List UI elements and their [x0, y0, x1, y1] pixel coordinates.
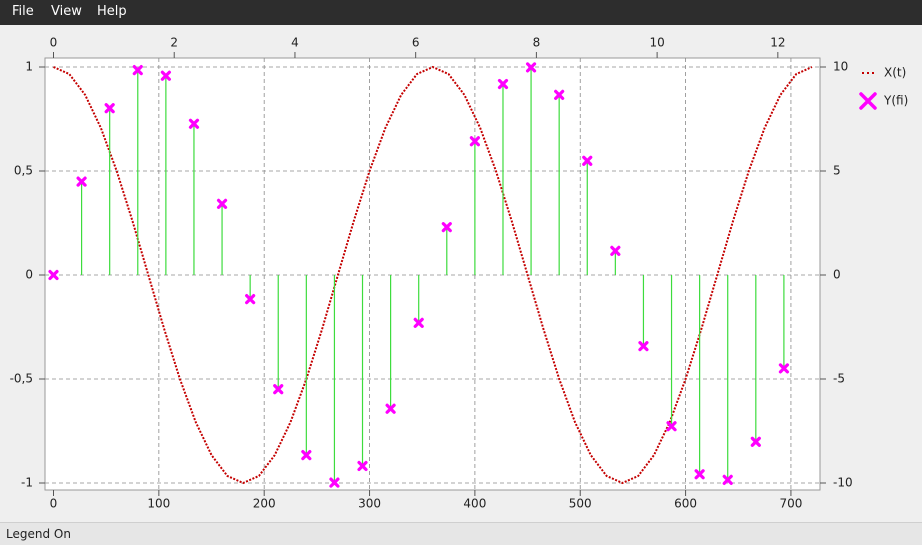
marker: [497, 78, 509, 90]
marker: [778, 363, 790, 374]
marker: [694, 469, 705, 480]
marker-cross: [554, 89, 565, 100]
status-bar: Legend On: [0, 522, 922, 545]
marker: [357, 460, 368, 472]
marker: [554, 89, 565, 100]
marker: [301, 450, 312, 461]
marker: [638, 341, 649, 352]
curve: [53, 65, 813, 485]
marker-cross: [582, 155, 593, 166]
marker-cross: [48, 269, 59, 281]
legend-label: X(t): [884, 66, 906, 80]
marker-cross: [132, 65, 143, 76]
y2-tick-label: 0: [833, 268, 841, 282]
x-tick-label: 700: [779, 497, 802, 511]
legend-marker: [859, 92, 877, 110]
marker-cross: [525, 62, 537, 73]
marker: [273, 384, 284, 395]
y2-tick-label: 5: [833, 164, 841, 178]
marker: [610, 245, 621, 256]
x2-tick-label: 12: [770, 36, 785, 50]
marker: [582, 155, 593, 166]
x-tick-label: 300: [358, 497, 381, 511]
marker: [160, 70, 171, 81]
marker: [76, 176, 87, 187]
x2-tick-label: 8: [533, 36, 541, 50]
marker-cross: [413, 317, 424, 328]
status-text: Legend On: [6, 527, 71, 541]
plot-canvas: [44, 57, 821, 491]
marker-cross: [441, 222, 452, 233]
y-tick-label: -0,5: [10, 372, 33, 386]
marker: [188, 118, 200, 129]
marker-cross: [160, 70, 171, 81]
x2-tick-label: 4: [291, 36, 299, 50]
marker-cross: [497, 78, 509, 90]
marker: [245, 294, 256, 305]
marker: [216, 198, 228, 209]
marker-cross: [610, 245, 621, 256]
x-tick-label: 600: [674, 497, 697, 511]
x-tick-label: 500: [569, 497, 592, 511]
y-tick-label: -1: [21, 476, 33, 490]
marker-cross: [357, 460, 368, 472]
marker: [722, 474, 733, 485]
marker-cross: [76, 176, 87, 187]
marker: [469, 136, 480, 147]
marker: [666, 421, 677, 432]
y2-tick-label: -5: [833, 372, 845, 386]
x2-tick-label: 0: [50, 36, 58, 50]
y-tick-label: 0: [25, 268, 33, 282]
marker-cross: [104, 103, 115, 114]
marker-cross: [666, 421, 677, 432]
marker: [441, 222, 452, 233]
marker: [413, 317, 424, 328]
x2-tick-label: 2: [170, 36, 178, 50]
marker: [329, 477, 340, 488]
marker-cross: [301, 450, 312, 461]
marker-cross: [188, 118, 200, 129]
marker-cross: [694, 469, 705, 480]
marker: [132, 65, 143, 76]
y-tick-label: 1: [25, 60, 33, 74]
marker-cross: [273, 384, 284, 395]
marker-cross: [245, 294, 256, 305]
marker-cross: [750, 436, 761, 447]
menu-bar: File View Help: [0, 0, 922, 25]
x2-tick-label: 6: [412, 36, 420, 50]
marker-cross: [722, 474, 733, 485]
y-tick-label: 0,5: [14, 164, 33, 178]
legend-label: Y(fi): [883, 94, 908, 108]
y2-tick-label: -10: [833, 476, 853, 490]
marker-cross: [638, 341, 649, 352]
marker-cross: [329, 477, 340, 488]
x-tick-label: 400: [463, 497, 486, 511]
marker-cross: [778, 363, 790, 374]
menu-view[interactable]: View: [51, 4, 82, 19]
x-tick-label: 100: [147, 497, 170, 511]
marker: [750, 436, 761, 447]
y2-tick-label: 10: [833, 60, 848, 74]
marker: [525, 62, 537, 73]
x-tick-label: 0: [50, 497, 58, 511]
marker-cross: [385, 403, 396, 414]
marker: [104, 103, 115, 114]
x-tick-label: 200: [253, 497, 276, 511]
marker-cross: [216, 198, 228, 209]
menu-file[interactable]: File: [12, 4, 34, 19]
menu-help[interactable]: Help: [97, 4, 127, 19]
x2-tick-label: 10: [649, 36, 664, 50]
marker-cross: [469, 136, 480, 147]
marker: [48, 269, 59, 281]
marker: [385, 403, 396, 414]
